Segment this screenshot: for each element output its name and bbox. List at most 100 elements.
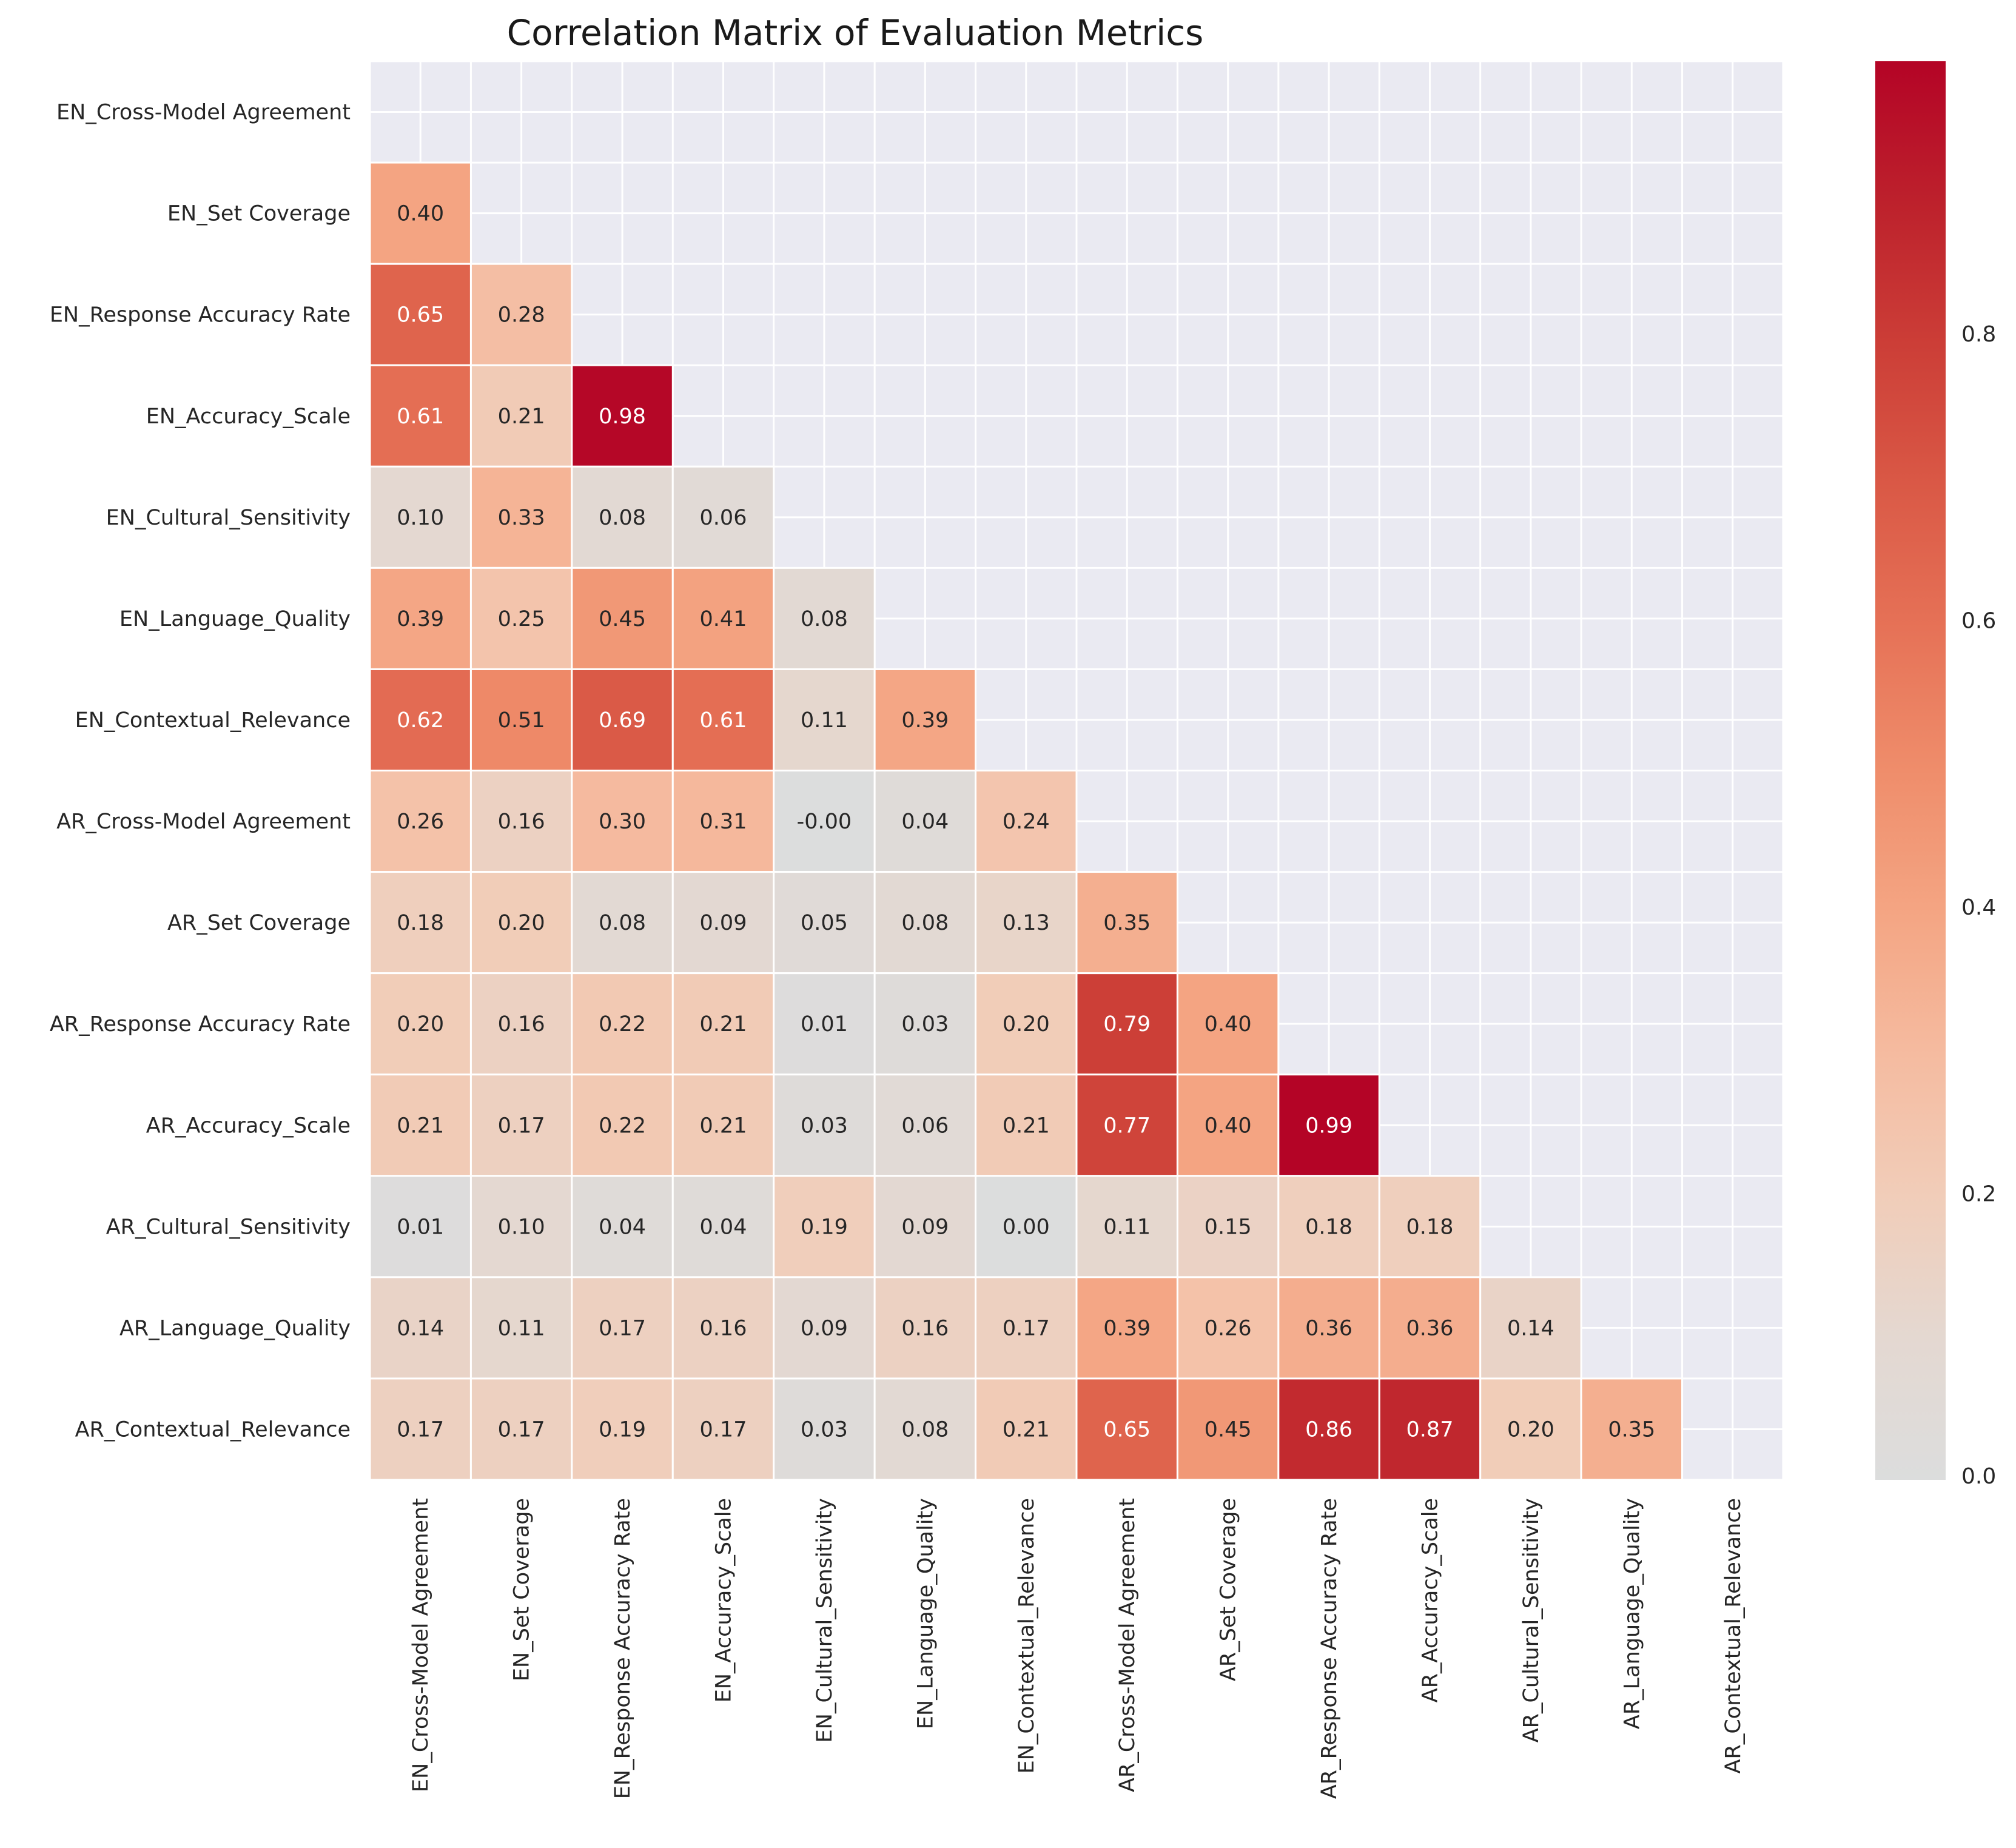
cell-value-label: 0.35 [1608, 1417, 1655, 1442]
cell-value-label: 0.25 [498, 607, 545, 631]
cell-value-label: 0.17 [599, 1316, 646, 1340]
cell-value-label: 0.39 [1103, 1316, 1151, 1340]
heatmap-cell [773, 1276, 876, 1380]
cell-value-label: 0.08 [599, 911, 646, 935]
cell-value-label: 0.16 [498, 810, 545, 834]
cell-value-label: 0.24 [1003, 810, 1050, 834]
cell-value-label: 0.06 [901, 1114, 949, 1138]
y-tick-labels: EN_Cross-Model Agreement EN_Set Coverage E… [50, 101, 351, 1442]
heatmap-cell [975, 871, 1078, 975]
heatmap-cell [975, 1175, 1078, 1278]
y-tick-label: AR_Cross-Model Agreement [56, 810, 351, 834]
cell-value-label: 0.45 [1205, 1417, 1252, 1442]
heatmap-cell [469, 263, 573, 366]
cell-value-label: 0.51 [498, 708, 545, 733]
heatmap-cell [1075, 1175, 1178, 1278]
heatmap-cell [671, 668, 775, 772]
cell-value-label: 0.36 [1305, 1316, 1352, 1340]
cell-value-label: 0.14 [397, 1316, 444, 1340]
cell-value-label: 0.21 [1003, 1417, 1050, 1442]
cell-value-label: 0.99 [1305, 1114, 1352, 1138]
heatmap-cell [1176, 1377, 1280, 1481]
cell-value-label: 0.09 [901, 1215, 949, 1239]
cell-value-label: 0.40 [1205, 1012, 1252, 1037]
heatmap-cell [1378, 1175, 1482, 1278]
heatmap-cell [1277, 1276, 1380, 1380]
heatmap-cell [469, 871, 573, 975]
cell-value-label: 0.21 [498, 405, 545, 429]
chart-title: Correlation Matrix of Evaluation Metrics [507, 12, 1204, 53]
cell-value-label: 0.04 [599, 1215, 646, 1239]
cell-value-label: 0.17 [498, 1417, 545, 1442]
cell-value-label: 0.61 [397, 405, 444, 429]
heatmap-cell [671, 1377, 775, 1481]
heatmap-cell [369, 770, 472, 873]
cell-value-label: 0.04 [901, 810, 949, 834]
heatmap-cell [773, 1377, 876, 1481]
cell-value-label: 0.18 [397, 911, 444, 935]
cell-value-label: 0.40 [397, 202, 444, 226]
cell-value-label: 0.08 [901, 911, 949, 935]
heatmap-cell [873, 1377, 977, 1481]
y-tick-label: AR_Accuracy_Scale [146, 1114, 351, 1138]
y-tick-label: AR_Cultural_Sensitivity [106, 1215, 351, 1239]
cell-value-label: 0.36 [1406, 1316, 1454, 1340]
x-tick-label: EN_Accuracy_Scale [712, 1498, 736, 1702]
heatmap-cell [1277, 1074, 1380, 1177]
cell-value-label: 0.87 [1406, 1417, 1454, 1442]
colorbar-tick-label: 0.8 [1961, 322, 1996, 347]
x-tick-label: AR_Cultural_Sensitivity [1519, 1498, 1544, 1742]
x-tick-label: AR_Accuracy_Scale [1419, 1498, 1443, 1702]
cell-value-label: 0.20 [498, 911, 545, 935]
cell-value-label: 0.05 [801, 911, 848, 935]
cell-value-label: 0.20 [1507, 1417, 1554, 1442]
cell-value-label: 0.21 [700, 1114, 747, 1138]
cell-value-label: 0.77 [1103, 1114, 1151, 1138]
cell-value-label: 0.33 [498, 506, 545, 530]
heatmap-cell [671, 1276, 775, 1380]
cell-value-label: 0.09 [801, 1316, 848, 1340]
y-tick-label: AR_Language_Quality [119, 1316, 351, 1340]
colorbar-tick-label: 0.0 [1961, 1464, 1996, 1489]
colorbar-tick-label: 0.4 [1961, 895, 1996, 920]
cell-value-label: 0.86 [1305, 1417, 1352, 1442]
heatmap-cell [1075, 972, 1178, 1076]
x-tick-label: EN_Language_Quality [913, 1498, 938, 1729]
cell-value-label: 0.21 [700, 1012, 747, 1037]
colorbar-tick-label: 0.6 [1961, 608, 1996, 633]
cell-value-label: 0.22 [599, 1114, 646, 1138]
cell-value-label: 0.06 [700, 506, 747, 530]
heatmap-cell [369, 161, 472, 265]
x-tick-label: AR_Response Accuracy Rate [1317, 1498, 1342, 1799]
cell-value-label: 0.65 [397, 303, 444, 328]
cell-value-label: 0.03 [801, 1417, 848, 1442]
cell-value-label: 0.04 [700, 1215, 747, 1239]
heatmap-cell [671, 465, 775, 569]
x-tick-label: AR_Set Coverage [1217, 1498, 1241, 1681]
cell-value-label: 0.13 [1003, 911, 1050, 935]
heatmap-cell [469, 364, 573, 468]
colorbar-tick-label: 0.2 [1961, 1181, 1996, 1206]
x-tick-label: AR_Cross-Model Agreement [1115, 1498, 1140, 1792]
y-tick-label: EN_Language_Quality [119, 607, 351, 631]
heatmap-cell [1075, 1377, 1178, 1481]
heatmap-cell [469, 972, 573, 1076]
cell-value-label: 0.41 [700, 607, 747, 631]
heatmap-cell [571, 364, 674, 468]
cell-value-label: 0.26 [1205, 1316, 1252, 1340]
heatmap-cell [1075, 1276, 1178, 1380]
heatmap-cell [773, 972, 876, 1076]
y-tick-label: EN_Accuracy_Scale [146, 405, 351, 429]
y-tick-label: AR_Contextual_Relevance [75, 1417, 351, 1442]
cell-value-label: 0.11 [801, 708, 848, 733]
cell-value-label: 0.19 [801, 1215, 848, 1239]
cell-value-label: 0.08 [599, 506, 646, 530]
cell-value-label: 0.45 [599, 607, 646, 631]
cell-value-label: 0.09 [700, 911, 747, 935]
x-tick-labels: EN_Cross-Model Agreement EN_Set Coverage E… [409, 1498, 1746, 1799]
heatmap-cell [1277, 1377, 1380, 1481]
x-tick-label: EN_Set Coverage [510, 1498, 534, 1681]
heatmap-cell [975, 1377, 1078, 1481]
heatmap-cell [369, 364, 472, 468]
